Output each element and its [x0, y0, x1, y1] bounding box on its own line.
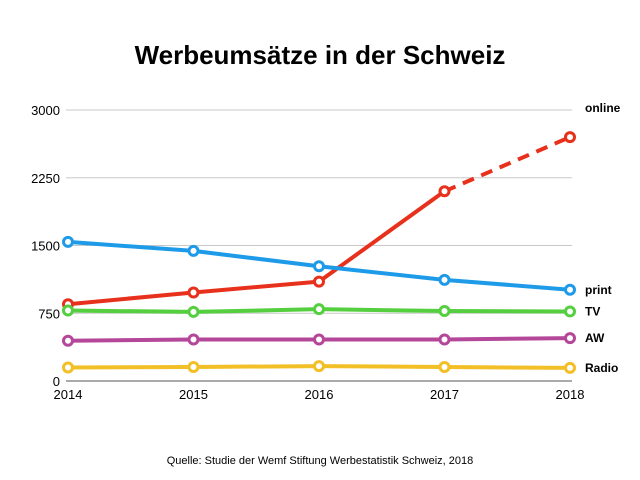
data-point-online	[313, 275, 325, 288]
y-tick-label: 1500	[31, 239, 60, 254]
data-point-print	[313, 260, 325, 273]
data-point-online	[438, 185, 451, 198]
y-tick-label: 750	[38, 306, 60, 321]
series-label-print: print	[585, 283, 612, 297]
data-point-aw	[62, 334, 74, 347]
data-point-print	[187, 244, 200, 257]
data-point-tv	[62, 304, 74, 317]
series-forecast-line-online	[443, 135, 571, 194]
y-tick-label: 0	[53, 374, 60, 389]
series-label-aw: AW	[585, 331, 605, 345]
series-label-tv: TV	[585, 304, 600, 318]
x-axis-ticks: 2014 2015 2016 2017 2018	[54, 387, 585, 402]
data-point-tv	[438, 304, 451, 317]
x-tick-label: 2018	[556, 387, 585, 402]
data-point-radio	[438, 360, 451, 373]
y-tick-label: 2250	[31, 171, 60, 186]
series-lines	[66, 135, 572, 370]
x-tick-label: 2014	[54, 387, 83, 402]
data-point-tv	[187, 305, 200, 318]
data-point-radio	[313, 360, 325, 373]
data-point-aw	[313, 333, 325, 346]
x-tick-label: 2017	[430, 387, 459, 402]
chart-title: Werbeumsätze in der Schweiz	[134, 40, 506, 70]
data-point-print	[438, 273, 451, 286]
data-point-aw	[187, 333, 200, 346]
series-labels: online print TV AW Radio	[585, 101, 621, 375]
data-point-print	[62, 235, 74, 248]
series-line-online	[66, 189, 447, 307]
data-point-print	[564, 283, 576, 296]
series-label-radio: Radio	[585, 361, 618, 375]
source-note: Quelle: Studie der Wemf Stiftung Werbest…	[166, 455, 474, 467]
x-tick-label: 2016	[305, 387, 334, 402]
data-point-aw	[438, 333, 451, 346]
series-points	[62, 131, 576, 374]
data-point-online	[564, 131, 576, 144]
y-tick-label: 3000	[31, 103, 60, 118]
data-point-aw	[564, 332, 576, 345]
data-point-radio	[564, 361, 576, 374]
data-point-online	[187, 286, 200, 299]
data-point-radio	[187, 360, 200, 373]
data-point-tv	[313, 303, 325, 316]
data-point-tv	[564, 305, 576, 318]
data-point-radio	[62, 361, 74, 374]
series-label-online: online	[585, 101, 621, 115]
x-tick-label: 2015	[179, 387, 208, 402]
y-axis-ticks: 0 750 1500 2250 3000	[31, 103, 60, 389]
